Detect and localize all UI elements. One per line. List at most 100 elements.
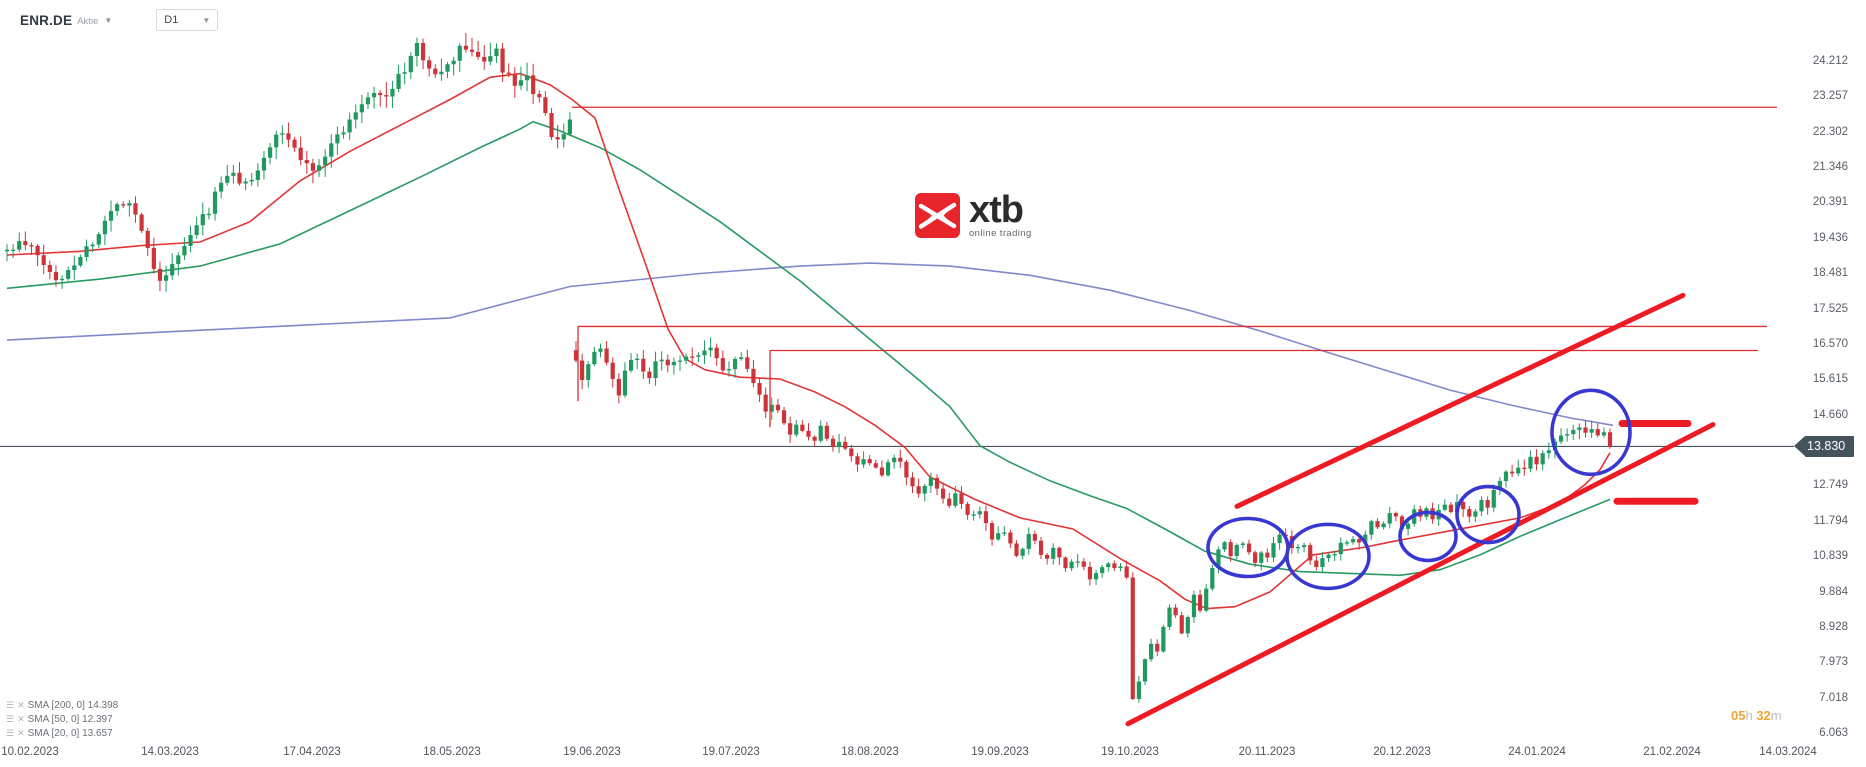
candle-body	[1308, 545, 1313, 561]
current-price-badge: 13.830	[1794, 435, 1855, 457]
candle-body	[66, 270, 71, 279]
symbol-name[interactable]: ENR.DE	[20, 12, 73, 28]
candle-body	[1197, 594, 1203, 611]
candle-body	[1063, 557, 1068, 569]
candle-body	[830, 438, 836, 448]
candle-body	[726, 369, 732, 371]
candle-body	[1528, 456, 1533, 469]
price-axis-label: 14.660	[1812, 408, 1848, 421]
candle-body	[1381, 523, 1386, 528]
timeframe-selector[interactable]: D1 ▼	[156, 9, 219, 31]
indicator-remove-icon[interactable]: ✕	[17, 727, 25, 738]
candle-body	[500, 48, 505, 73]
consolidation-ellipse-5[interactable]	[1550, 388, 1632, 477]
symbol-dropdown-caret-icon[interactable]: ▼	[104, 15, 113, 25]
candle-body	[341, 132, 346, 135]
timeframe-value: D1	[164, 14, 179, 26]
candle-body	[115, 204, 120, 212]
candle-body	[934, 477, 940, 489]
candle-body	[855, 456, 860, 465]
candle-body	[1399, 516, 1405, 529]
consolidation-ellipse-2[interactable]	[1285, 522, 1371, 591]
consolidation-ellipse-3[interactable]	[1398, 510, 1458, 563]
candle-body	[861, 459, 866, 465]
candle-body	[139, 214, 144, 231]
date-axis-label: 19.07.2023	[702, 746, 760, 758]
candle-body	[1271, 543, 1276, 558]
candle-body	[231, 172, 236, 176]
indicator-settings-icon[interactable]: ☰	[6, 727, 15, 738]
candle-body	[1026, 534, 1031, 549]
price-axis-label: 7.018	[1819, 691, 1848, 704]
candle-body	[1075, 561, 1080, 563]
consolidation-ellipse-4[interactable]	[1455, 484, 1521, 545]
candle-body	[745, 357, 750, 369]
candle-body	[433, 68, 438, 75]
indicator-remove-icon[interactable]: ✕	[17, 699, 25, 710]
candle-body	[1491, 489, 1496, 508]
candle-body	[170, 264, 175, 276]
candle-body	[1204, 588, 1209, 611]
candle-body	[518, 80, 524, 86]
candle-body	[1093, 573, 1099, 580]
price-axis-label: 16.570	[1812, 337, 1848, 350]
candle-body	[1510, 471, 1515, 474]
candle-body	[524, 75, 530, 81]
candle-body	[108, 211, 114, 221]
price-axis-label: 10.839	[1812, 550, 1848, 563]
candle-body	[35, 245, 40, 256]
candle-body	[953, 493, 958, 506]
candle-body	[237, 172, 242, 184]
candle-body	[1442, 504, 1447, 510]
candle-body	[1344, 542, 1350, 544]
candle-body	[194, 225, 199, 236]
candle-body	[1332, 554, 1337, 556]
candle-body	[1363, 534, 1368, 543]
candle-body	[482, 56, 487, 62]
candle-body	[996, 533, 1001, 540]
candle-body	[977, 511, 982, 515]
candle-body	[635, 358, 640, 360]
timeframe-caret-icon: ▼	[202, 15, 211, 25]
candle-body	[1069, 561, 1074, 569]
candle-body	[121, 204, 126, 206]
candle-body	[249, 179, 254, 182]
price-axis-label: 8.928	[1819, 620, 1848, 633]
upper-channel-line[interactable]	[1234, 292, 1686, 509]
candle-body	[1565, 434, 1570, 436]
candle-body	[1020, 548, 1025, 556]
candle-body	[439, 71, 444, 75]
candle-body	[628, 359, 634, 371]
candle-body	[1595, 429, 1600, 436]
candle-body	[157, 268, 163, 281]
candle-body	[708, 347, 713, 351]
candle-body	[818, 425, 823, 441]
candle-body	[885, 462, 891, 476]
lower-channel-line[interactable]	[1125, 422, 1716, 727]
xtb-logo-text: xtb online trading	[969, 189, 1032, 239]
candle-body	[604, 348, 609, 363]
price-axis-label: 17.525	[1812, 302, 1848, 315]
candle-body	[151, 247, 156, 269]
brand-name: xtb	[969, 189, 1024, 231]
indicator-remove-icon[interactable]: ✕	[17, 713, 25, 724]
candle-body	[72, 265, 77, 271]
candle-body	[941, 488, 946, 499]
candle-body	[145, 230, 150, 248]
candle-body	[1051, 547, 1056, 559]
candle-body	[1173, 607, 1178, 616]
candle-body	[641, 358, 646, 372]
indicator-settings-icon[interactable]: ☰	[6, 699, 15, 710]
candle-body	[690, 356, 695, 358]
candle-body	[739, 357, 744, 359]
date-axis-label: 21.02.2024	[1643, 746, 1701, 758]
candle-body	[983, 511, 989, 524]
candle-body	[567, 119, 572, 135]
candle-body	[1301, 545, 1307, 548]
candle-body	[329, 143, 334, 157]
candle-body	[1149, 643, 1154, 660]
candle-body	[665, 359, 670, 366]
candle-body	[408, 55, 413, 73]
indicator-settings-icon[interactable]: ☰	[6, 713, 15, 724]
